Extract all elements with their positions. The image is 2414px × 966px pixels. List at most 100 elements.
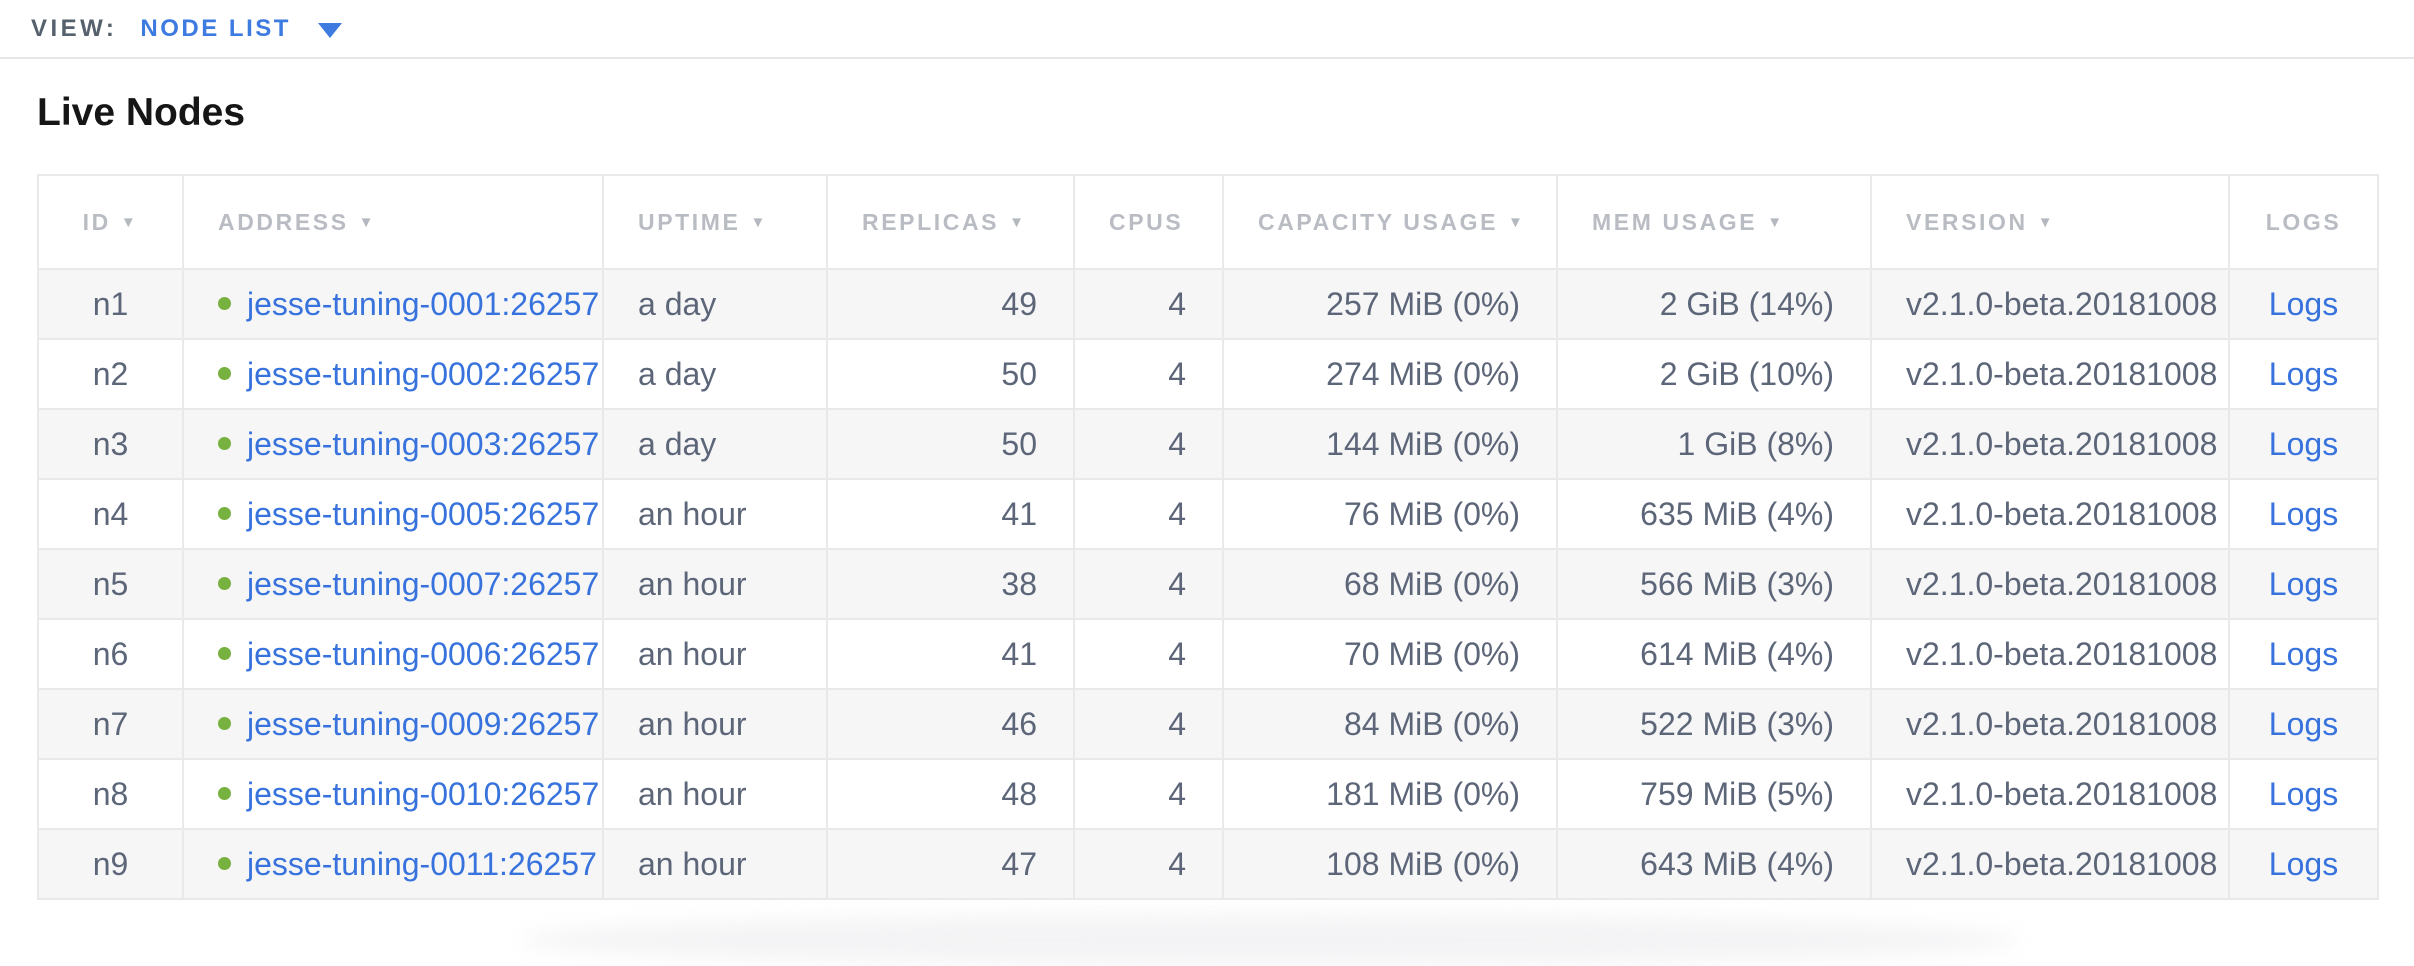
cell-address: jesse-tuning-0009:26257 bbox=[183, 689, 603, 759]
cell-version: v2.1.0-beta.20181008 bbox=[1871, 829, 2229, 899]
cell-mem: 2 GiB (10%) bbox=[1557, 339, 1871, 409]
sort-desc-icon: ▼ bbox=[2038, 214, 2055, 231]
cell-id: n8 bbox=[38, 759, 183, 829]
node-address-link[interactable]: jesse-tuning-0003:26257 bbox=[247, 426, 599, 462]
sort-desc-icon: ▼ bbox=[121, 214, 138, 231]
sort-desc-icon: ▼ bbox=[1508, 214, 1525, 231]
cell-version: v2.1.0-beta.20181008 bbox=[1871, 339, 2229, 409]
column-header-logs: LOGS bbox=[2229, 175, 2378, 269]
column-header-version[interactable]: VERSION▼ bbox=[1871, 175, 2229, 269]
column-header-address[interactable]: ADDRESS▼ bbox=[183, 175, 603, 269]
cell-id: n6 bbox=[38, 619, 183, 689]
node-healthy-icon bbox=[218, 577, 231, 590]
node-healthy-icon bbox=[218, 787, 231, 800]
cell-replicas: 50 bbox=[827, 339, 1074, 409]
cell-id: n2 bbox=[38, 339, 183, 409]
node-healthy-icon bbox=[218, 367, 231, 380]
node-address-link[interactable]: jesse-tuning-0010:26257 bbox=[247, 776, 599, 812]
table-row: n1jesse-tuning-0001:26257a day494257 MiB… bbox=[38, 269, 2378, 339]
cell-uptime: an hour bbox=[603, 479, 827, 549]
table-body: n1jesse-tuning-0001:26257a day494257 MiB… bbox=[38, 269, 2378, 899]
node-address-link[interactable]: jesse-tuning-0011:26257 bbox=[247, 846, 597, 882]
cell-id: n3 bbox=[38, 409, 183, 479]
node-address-link[interactable]: jesse-tuning-0002:26257 bbox=[247, 356, 599, 392]
cell-uptime: a day bbox=[603, 269, 827, 339]
column-header-id[interactable]: ID ▼ bbox=[38, 175, 183, 269]
node-logs-link[interactable]: Logs bbox=[2269, 706, 2338, 742]
node-logs-link[interactable]: Logs bbox=[2269, 426, 2338, 462]
column-header-replicas[interactable]: REPLICAS▼ bbox=[827, 175, 1074, 269]
cell-capacity: 274 MiB (0%) bbox=[1223, 339, 1557, 409]
cell-logs: Logs bbox=[2229, 549, 2378, 619]
cell-mem: 1 GiB (8%) bbox=[1557, 409, 1871, 479]
cell-replicas: 48 bbox=[827, 759, 1074, 829]
cell-cpus: 4 bbox=[1074, 479, 1223, 549]
cell-mem: 614 MiB (4%) bbox=[1557, 619, 1871, 689]
cell-cpus: 4 bbox=[1074, 549, 1223, 619]
cell-uptime: a day bbox=[603, 409, 827, 479]
node-logs-link[interactable]: Logs bbox=[2269, 566, 2338, 602]
cell-address: jesse-tuning-0007:26257 bbox=[183, 549, 603, 619]
page-title: Live Nodes bbox=[37, 93, 2414, 132]
cell-mem: 2 GiB (14%) bbox=[1557, 269, 1871, 339]
node-logs-link[interactable]: Logs bbox=[2269, 356, 2338, 392]
node-logs-link[interactable]: Logs bbox=[2269, 846, 2338, 882]
cell-cpus: 4 bbox=[1074, 689, 1223, 759]
cell-uptime: an hour bbox=[603, 619, 827, 689]
column-label: LOGS bbox=[2266, 209, 2342, 235]
live-nodes-table-container: ID▼ADDRESS▼UPTIME▼REPLICAS▼CPUSCAPACITY … bbox=[37, 174, 2377, 900]
next-section-shadow bbox=[520, 914, 2020, 966]
cell-address: jesse-tuning-0003:26257 bbox=[183, 409, 603, 479]
column-header-capacity[interactable]: CAPACITY USAGE ▼ bbox=[1223, 175, 1557, 269]
cell-version: v2.1.0-beta.20181008 bbox=[1871, 479, 2229, 549]
node-address-link[interactable]: jesse-tuning-0006:26257 bbox=[247, 636, 599, 672]
node-logs-link[interactable]: Logs bbox=[2269, 636, 2338, 672]
cell-logs: Logs bbox=[2229, 339, 2378, 409]
node-address-link[interactable]: jesse-tuning-0001:26257 bbox=[247, 286, 599, 322]
cell-id: n4 bbox=[38, 479, 183, 549]
cell-logs: Logs bbox=[2229, 689, 2378, 759]
cell-mem: 522 MiB (3%) bbox=[1557, 689, 1871, 759]
column-header-uptime[interactable]: UPTIME▼ bbox=[603, 175, 827, 269]
table-header-row: ID▼ADDRESS▼UPTIME▼REPLICAS▼CPUSCAPACITY … bbox=[38, 175, 2378, 269]
cell-logs: Logs bbox=[2229, 479, 2378, 549]
view-dropdown-value: NODE LIST bbox=[140, 15, 291, 43]
cell-logs: Logs bbox=[2229, 409, 2378, 479]
node-address-link[interactable]: jesse-tuning-0005:26257 bbox=[247, 496, 599, 532]
cell-address: jesse-tuning-0006:26257 bbox=[183, 619, 603, 689]
column-label: MEM USAGE bbox=[1592, 209, 1757, 235]
cell-mem: 643 MiB (4%) bbox=[1557, 829, 1871, 899]
cell-uptime: an hour bbox=[603, 759, 827, 829]
node-logs-link[interactable]: Logs bbox=[2269, 496, 2338, 532]
cell-logs: Logs bbox=[2229, 269, 2378, 339]
table-row: n2jesse-tuning-0002:26257a day504274 MiB… bbox=[38, 339, 2378, 409]
column-label: ADDRESS bbox=[218, 209, 349, 235]
view-label: VIEW: bbox=[31, 15, 117, 43]
cell-replicas: 50 bbox=[827, 409, 1074, 479]
cell-id: n9 bbox=[38, 829, 183, 899]
view-dropdown[interactable]: NODE LIST bbox=[140, 15, 342, 43]
cell-capacity: 68 MiB (0%) bbox=[1223, 549, 1557, 619]
cell-id: n5 bbox=[38, 549, 183, 619]
cell-uptime: an hour bbox=[603, 549, 827, 619]
node-logs-link[interactable]: Logs bbox=[2269, 776, 2338, 812]
cell-id: n1 bbox=[38, 269, 183, 339]
node-logs-link[interactable]: Logs bbox=[2269, 286, 2338, 322]
cell-cpus: 4 bbox=[1074, 619, 1223, 689]
node-address-link[interactable]: jesse-tuning-0009:26257 bbox=[247, 706, 599, 742]
cell-capacity: 108 MiB (0%) bbox=[1223, 829, 1557, 899]
node-address-link[interactable]: jesse-tuning-0007:26257 bbox=[247, 566, 599, 602]
column-header-cpus: CPUS bbox=[1074, 175, 1223, 269]
column-label: CAPACITY USAGE bbox=[1258, 209, 1498, 235]
sort-desc-icon: ▼ bbox=[751, 214, 768, 231]
node-healthy-icon bbox=[218, 297, 231, 310]
cell-logs: Logs bbox=[2229, 829, 2378, 899]
cell-uptime: an hour bbox=[603, 829, 827, 899]
table-row: n9jesse-tuning-0011:26257an hour474108 M… bbox=[38, 829, 2378, 899]
cell-replicas: 41 bbox=[827, 479, 1074, 549]
column-label: ID bbox=[83, 209, 111, 235]
cell-uptime: a day bbox=[603, 339, 827, 409]
column-header-mem[interactable]: MEM USAGE▼ bbox=[1557, 175, 1871, 269]
table-row: n4jesse-tuning-0005:26257an hour41476 Mi… bbox=[38, 479, 2378, 549]
cell-id: n7 bbox=[38, 689, 183, 759]
